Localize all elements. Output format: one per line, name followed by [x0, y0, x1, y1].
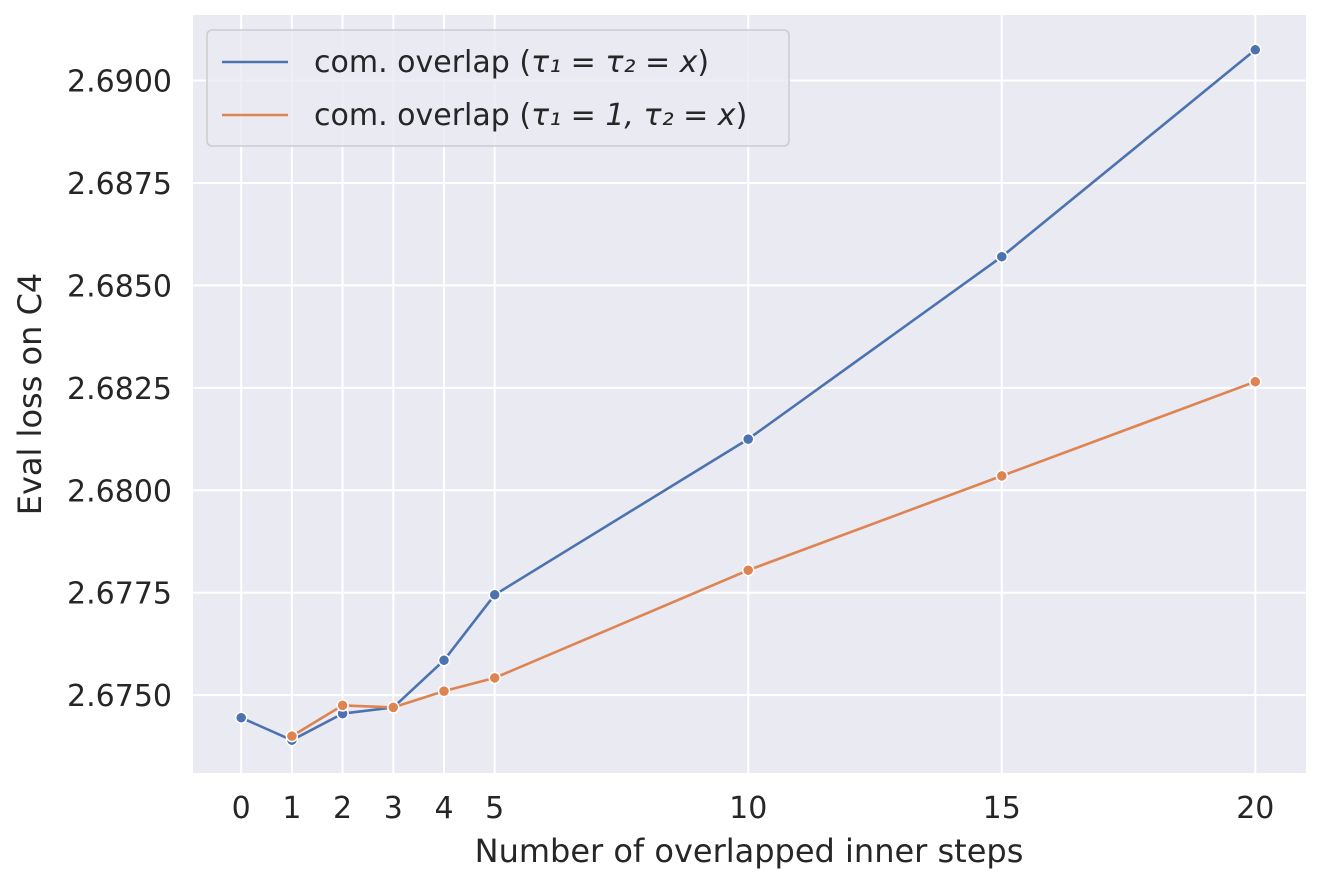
data-point [995, 469, 1009, 483]
x-tick-label: 4 [434, 791, 453, 826]
x-tick-label: 0 [232, 791, 251, 826]
x-tick-label: 1 [282, 791, 301, 826]
data-point [1249, 43, 1262, 57]
data-point [741, 563, 755, 577]
legend-label: com. overlap (τ₁ = 1, τ₂ = x) [314, 98, 747, 133]
x-tick-label: 3 [384, 791, 403, 826]
x-tick-label: 5 [485, 791, 504, 826]
legend: com. overlap (τ₁ = τ₂ = x) com. overlap (… [206, 29, 790, 147]
y-tick-label: 2.6825 [67, 372, 172, 407]
series-layer [234, 43, 1262, 747]
x-tick-labels: 0 1 2 3 4 5 10 15 20 [232, 791, 1275, 826]
y-tick-label: 2.6750 [67, 679, 172, 714]
data-point [741, 432, 755, 446]
data-point [437, 684, 451, 698]
y-tick-labels: 2.6750 2.6775 2.6800 2.6825 2.6850 2.6875 2.69… [67, 65, 172, 715]
data-point [336, 699, 349, 712]
legend-label: com. overlap (τ₁ = τ₂ = x) [314, 45, 709, 80]
data-point [488, 671, 501, 685]
data-point [285, 729, 299, 743]
data-point [1249, 375, 1262, 388]
x-axis-title: Number of overlapped inner steps [475, 832, 1024, 870]
y-tick-label: 2.6900 [67, 65, 172, 100]
y-tick-label: 2.6875 [67, 167, 172, 202]
data-point [488, 588, 501, 602]
legend-box [206, 29, 790, 147]
x-tick-label: 15 [983, 791, 1021, 826]
x-tick-label: 20 [1236, 791, 1274, 826]
series-line [291, 380, 1256, 738]
data-point [995, 250, 1009, 263]
x-tick-label: 2 [333, 791, 352, 826]
data-point [437, 654, 451, 667]
data-point [387, 701, 400, 714]
y-axis-title: Eval loss on C4 [11, 273, 49, 516]
y-tick-label: 2.6800 [67, 474, 172, 509]
x-tick-label: 10 [729, 791, 767, 826]
series-2 [285, 375, 1262, 743]
y-tick-label: 2.6850 [67, 269, 172, 304]
data-point [234, 711, 248, 724]
y-tick-label: 2.6775 [67, 577, 172, 612]
